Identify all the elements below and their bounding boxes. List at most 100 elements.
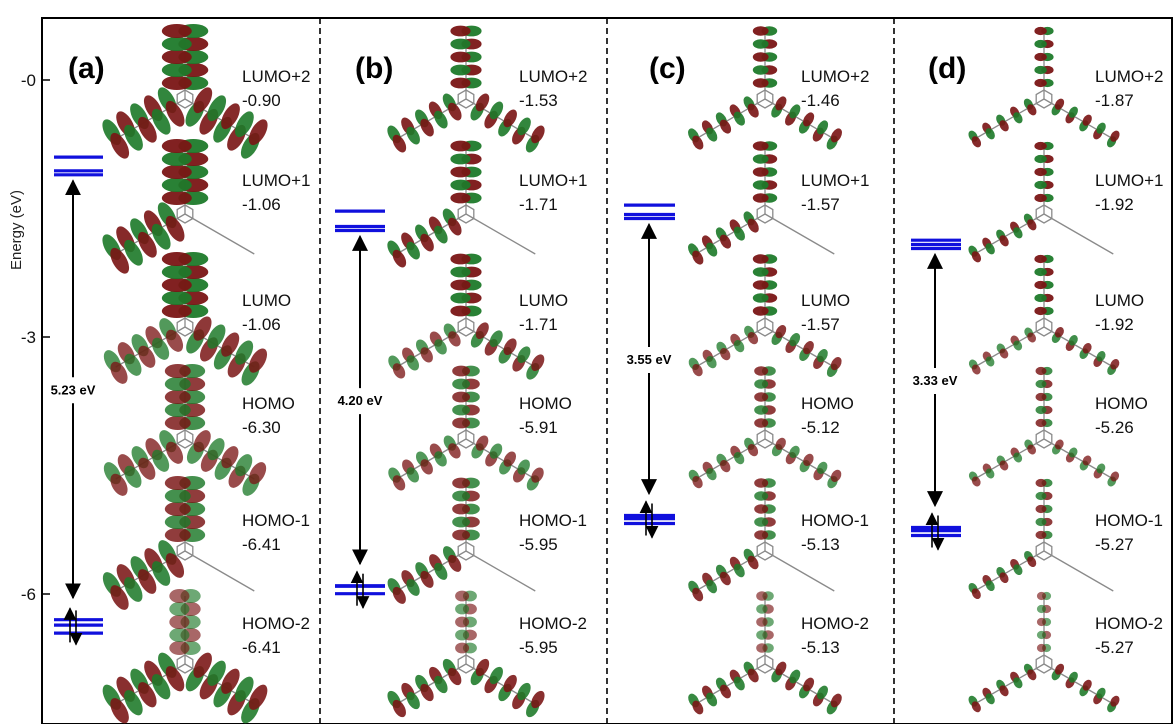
orbital-lobe bbox=[830, 128, 842, 143]
central-ring bbox=[176, 204, 194, 224]
orbital-lobe bbox=[1096, 122, 1106, 134]
orbital-lobe bbox=[193, 316, 212, 341]
orbital-lobe bbox=[1110, 130, 1120, 142]
orbital-name: HOMO-2 bbox=[1095, 614, 1163, 633]
orbital-lobe bbox=[754, 491, 769, 501]
orbital-lobe bbox=[1034, 26, 1047, 36]
orbital-lobe bbox=[207, 660, 226, 686]
orbital-name: HOMO-1 bbox=[519, 511, 587, 530]
orbital-lobe bbox=[448, 331, 461, 347]
orbital-lobe bbox=[830, 693, 842, 708]
orbital-lobe bbox=[752, 180, 769, 190]
orbital-lobe bbox=[999, 235, 1009, 247]
central-ring bbox=[1035, 317, 1053, 337]
orbital-energy: -1.53 bbox=[519, 91, 558, 110]
orbital-lobe bbox=[161, 152, 192, 166]
orbital-name: HOMO-1 bbox=[242, 511, 310, 530]
orbital-isosurface bbox=[387, 25, 545, 153]
orbital-lobe bbox=[164, 416, 191, 430]
orbital-name: LUMO+2 bbox=[242, 67, 311, 86]
orbital-lobe bbox=[165, 215, 185, 242]
orbital-lobe bbox=[985, 580, 995, 592]
orbital-name: LUMO+1 bbox=[1095, 171, 1164, 190]
molecule-bond bbox=[764, 438, 835, 480]
orbital-lobe bbox=[164, 390, 191, 404]
molecule-bond bbox=[974, 550, 1045, 592]
orbital-lobe bbox=[169, 602, 190, 616]
orbital-lobe bbox=[1096, 463, 1106, 474]
central-ring bbox=[176, 654, 194, 674]
orbital-lobe bbox=[164, 403, 191, 417]
orbital-lobe bbox=[450, 77, 471, 89]
y-axis-ticks: -0 -3 -6 bbox=[21, 71, 50, 604]
orbital-lobe bbox=[450, 38, 471, 50]
orbital-lobe bbox=[448, 102, 462, 121]
orbital-lobe bbox=[1034, 65, 1047, 75]
orbital-lobe bbox=[452, 417, 470, 429]
orbital-lobe bbox=[164, 377, 191, 391]
orbital-energy: -5.91 bbox=[519, 418, 558, 437]
molecule-bond bbox=[695, 213, 766, 255]
orbital-name: HOMO-2 bbox=[519, 614, 587, 633]
orbital-lobe bbox=[816, 349, 828, 363]
y-tick-label: -6 bbox=[21, 585, 36, 604]
orbital-lobe bbox=[221, 446, 239, 469]
orbital-lobe bbox=[789, 333, 801, 347]
orbital-lobe bbox=[406, 241, 420, 260]
molecule-bond bbox=[695, 98, 766, 140]
orbital-lobe bbox=[450, 25, 471, 37]
orbital-lobe bbox=[692, 476, 703, 489]
orbital-lobe bbox=[1013, 340, 1023, 351]
molecule-bond bbox=[1043, 550, 1114, 592]
orbital-lobe bbox=[830, 357, 842, 371]
panel-c: (c) 3.55 eV LUMO+2 -1.46 LUMO+1 -1.57 LUMO -1.5… bbox=[624, 26, 870, 715]
orbital-lobe bbox=[1027, 669, 1037, 681]
orbital-lobe bbox=[789, 104, 801, 119]
orbital-isosurface bbox=[688, 478, 835, 602]
orbital-lobe bbox=[1035, 392, 1047, 402]
orbital-lobe bbox=[193, 87, 213, 114]
orbital-lobe bbox=[161, 139, 192, 153]
orbital-lobe bbox=[1110, 695, 1120, 707]
orbital-lobe bbox=[392, 249, 407, 268]
orbital-lobe bbox=[999, 120, 1009, 132]
orbital-lobe bbox=[1096, 351, 1106, 362]
orbital-isosurface bbox=[103, 252, 268, 386]
orbital-lobe bbox=[110, 361, 128, 384]
orbital-lobe bbox=[406, 355, 420, 371]
central-ring bbox=[457, 541, 475, 561]
orbital-lobe bbox=[1013, 227, 1023, 239]
orbital-lobe bbox=[235, 340, 254, 365]
orbital-lobe bbox=[475, 658, 490, 677]
orbital-lobe bbox=[1034, 180, 1047, 190]
orbital-isosurface bbox=[102, 139, 255, 274]
orbital-name: LUMO+1 bbox=[519, 171, 588, 190]
orbital-lobe bbox=[1034, 267, 1047, 277]
orbital-lobe bbox=[207, 95, 227, 122]
orbital-lobe bbox=[1036, 617, 1047, 627]
orbital-lobe bbox=[455, 603, 470, 615]
orbital-lobe bbox=[985, 693, 995, 705]
orbital-lobe bbox=[747, 103, 759, 118]
orbital-isosurface bbox=[968, 591, 1120, 713]
orbital-lobe bbox=[1082, 455, 1092, 466]
orbital-lobe bbox=[152, 337, 170, 360]
orbital-energy: -1.71 bbox=[519, 195, 558, 214]
orbital-lobe bbox=[775, 661, 787, 676]
orbital-lobe bbox=[754, 392, 769, 402]
orbital-name: LUMO bbox=[801, 291, 850, 310]
orbital-lobe bbox=[719, 571, 731, 586]
gap-label: 5.23 eV bbox=[51, 382, 96, 397]
orbital-lobe bbox=[164, 364, 191, 378]
orbital-lobe bbox=[1035, 517, 1047, 527]
central-ring bbox=[176, 541, 194, 561]
orbital-energy: -5.27 bbox=[1095, 638, 1134, 657]
orbital-lobe bbox=[221, 668, 240, 694]
orbital-energy: -1.87 bbox=[1095, 91, 1134, 110]
orbital-lobe bbox=[733, 452, 745, 465]
y-tick-label: -3 bbox=[21, 328, 36, 347]
orbital-lobe bbox=[971, 588, 981, 600]
orbital-lobe bbox=[1068, 335, 1078, 346]
orbital-lobe bbox=[754, 418, 769, 428]
orbital-lobe bbox=[489, 443, 503, 459]
